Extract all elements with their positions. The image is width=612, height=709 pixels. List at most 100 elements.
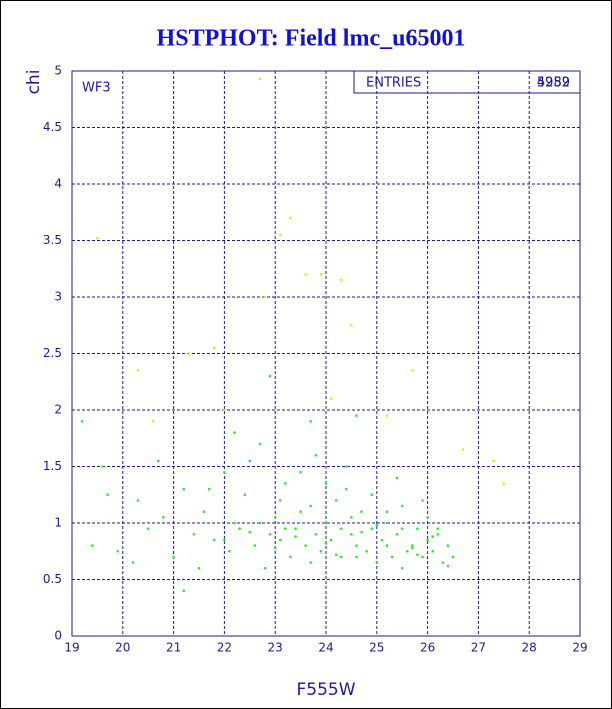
point [360,530,363,534]
chart-title: HSTPHOT: Field lmc_u65001 [157,26,466,52]
point [258,521,262,525]
x-tick-label: 28 [522,641,537,655]
point [304,273,307,276]
point [370,527,374,530]
point [187,352,191,355]
point [258,77,262,81]
point [324,521,328,525]
y-tick-label: 0 [54,629,62,643]
point [101,465,104,468]
stats-label: ENTRIES [366,76,421,91]
point [400,566,404,570]
x-tick-label: 21 [166,641,181,655]
point [309,420,313,423]
point [416,527,419,530]
point [80,420,84,423]
point [385,521,389,525]
point [248,530,252,534]
point [329,397,333,401]
point [233,431,236,434]
point [395,476,399,480]
y-tick-label: 1.5 [43,459,62,473]
point [426,538,429,542]
point [116,549,120,553]
point [426,516,429,519]
plot-area: 0 0.5 1 1.5 2 2.5 3 3.5 4 4.5 5 19 20 21 22 23 24 25 26 27 2… [43,64,588,655]
y-tick-label: 3 [54,290,62,304]
point [131,561,135,564]
point [151,420,155,423]
point [212,346,216,350]
y-tick-label: 4 [54,177,62,191]
x-tick-label: 20 [115,641,130,655]
point [309,504,313,508]
point [319,549,323,553]
point [96,236,99,240]
point [355,555,358,559]
stats-value: 4989 [537,76,570,91]
x-tick-label: 27 [471,641,486,655]
point [385,510,389,513]
point [451,555,455,559]
point [431,549,434,553]
point [278,538,282,542]
point [461,448,465,451]
point [441,561,445,564]
point [228,549,231,553]
point [329,538,333,542]
point [405,549,409,553]
point [263,566,267,570]
y-tick-label: 1 [54,516,62,530]
point [350,533,353,536]
point [284,482,287,485]
x-tick-label: 26 [420,641,435,655]
x-tick-label: 22 [217,641,232,655]
point [350,516,353,519]
point [431,535,434,538]
point [106,493,109,497]
point [375,523,379,527]
point [446,544,450,547]
point [304,544,307,547]
x-tick-label: 29 [572,641,587,655]
point [350,323,353,327]
point [212,538,216,542]
point [299,470,302,474]
point [411,369,414,372]
point [268,374,272,378]
x-tick-label: 23 [268,641,283,655]
point [263,295,267,299]
point [268,533,272,536]
point [182,487,186,491]
point [197,566,201,570]
y-axis-label: chi [24,70,44,95]
point [355,414,358,417]
point [157,459,160,463]
point [91,544,94,547]
point [411,546,414,550]
point [273,516,277,519]
point [345,487,348,491]
point [162,516,165,519]
point [238,527,241,530]
point [339,278,343,282]
point [294,527,297,530]
point [324,542,328,545]
y-tick-label: 2.5 [43,346,62,360]
annotation: WF3 [82,81,111,96]
point [446,564,450,568]
y-tick-label: 2 [54,403,62,417]
point [273,546,277,550]
axes-frame [71,70,581,637]
point [207,487,211,491]
point [324,482,328,485]
point [253,544,257,547]
point [380,538,384,542]
y-tick-label: 4.5 [43,120,62,134]
point [339,555,343,559]
point [299,510,302,513]
point [172,555,175,559]
point [233,521,236,525]
